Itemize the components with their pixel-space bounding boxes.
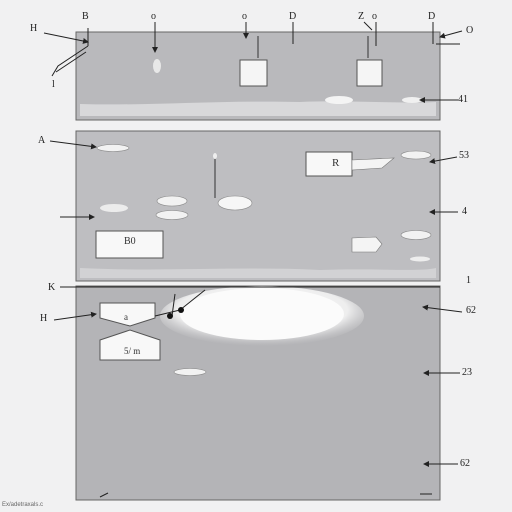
blob <box>173 368 207 376</box>
label-top-D: D <box>428 11 436 22</box>
label-top-H: H <box>30 23 38 34</box>
callout-line-O <box>439 30 463 39</box>
blob <box>410 256 430 262</box>
glow-core <box>180 288 344 340</box>
callout-line-l <box>55 51 87 73</box>
label-right-62: 62 <box>460 458 470 469</box>
callout-line <box>99 492 109 498</box>
blob <box>155 210 189 220</box>
label-top-o: o <box>151 11 156 22</box>
callout-line-A <box>49 140 97 150</box>
label-top-o: o <box>242 11 247 22</box>
label-left-K: K <box>48 282 56 293</box>
node-dot <box>178 307 184 313</box>
label-top-B: B <box>82 11 89 22</box>
label-right-1: 1 <box>466 275 471 286</box>
label-right-41: 41 <box>458 94 468 105</box>
blob <box>96 144 130 152</box>
connector-line <box>154 309 181 317</box>
label-left-A: A <box>38 135 46 146</box>
label-top-Z: Z <box>358 11 365 22</box>
box-B0-text: B0 <box>124 236 136 247</box>
label-right-4: 4 <box>462 206 467 217</box>
blob <box>156 195 188 207</box>
callout-line-H <box>43 32 89 44</box>
node-dot <box>167 313 173 319</box>
top-square-left <box>239 59 268 87</box>
connector-line <box>171 293 176 317</box>
label-right-53: 53 <box>459 150 469 161</box>
box-a <box>99 302 156 327</box>
blob <box>402 97 422 103</box>
top-square-right <box>356 59 383 87</box>
blob <box>213 153 217 159</box>
callout-line-l <box>51 45 89 77</box>
blob <box>217 195 253 211</box>
callout-line-H <box>53 311 97 321</box>
box-5m-text: 5/ m <box>124 346 141 356</box>
callout-line-62 <box>422 304 463 313</box>
box-R <box>305 151 353 177</box>
callout-line-53 <box>429 156 458 165</box>
panel-middle-wave <box>80 268 436 278</box>
panel-top-wave <box>80 101 436 116</box>
label-right-23: 23 <box>462 367 472 378</box>
label-left-l: l <box>52 79 55 90</box>
box-5m <box>99 329 161 361</box>
label-top-o: o <box>372 11 377 22</box>
connector-line <box>179 289 206 311</box>
label-top-D: D <box>289 11 297 22</box>
blob <box>100 204 128 212</box>
callout-line-Z <box>363 21 373 31</box>
label-left-H: H <box>40 313 48 324</box>
label-top-right-O: O <box>466 25 474 36</box>
box-B0 <box>95 230 164 259</box>
label-right-62: 62 <box>466 305 476 316</box>
blob <box>153 59 161 73</box>
credit-text: Ex/adetraxals.c <box>2 502 44 508</box>
blob <box>400 230 432 240</box>
box-R-text: R <box>332 157 340 169</box>
box-a-text: a <box>124 312 128 322</box>
blob <box>351 236 383 253</box>
blob <box>400 150 432 160</box>
box-R-pointer <box>351 157 395 171</box>
blob <box>325 96 353 104</box>
